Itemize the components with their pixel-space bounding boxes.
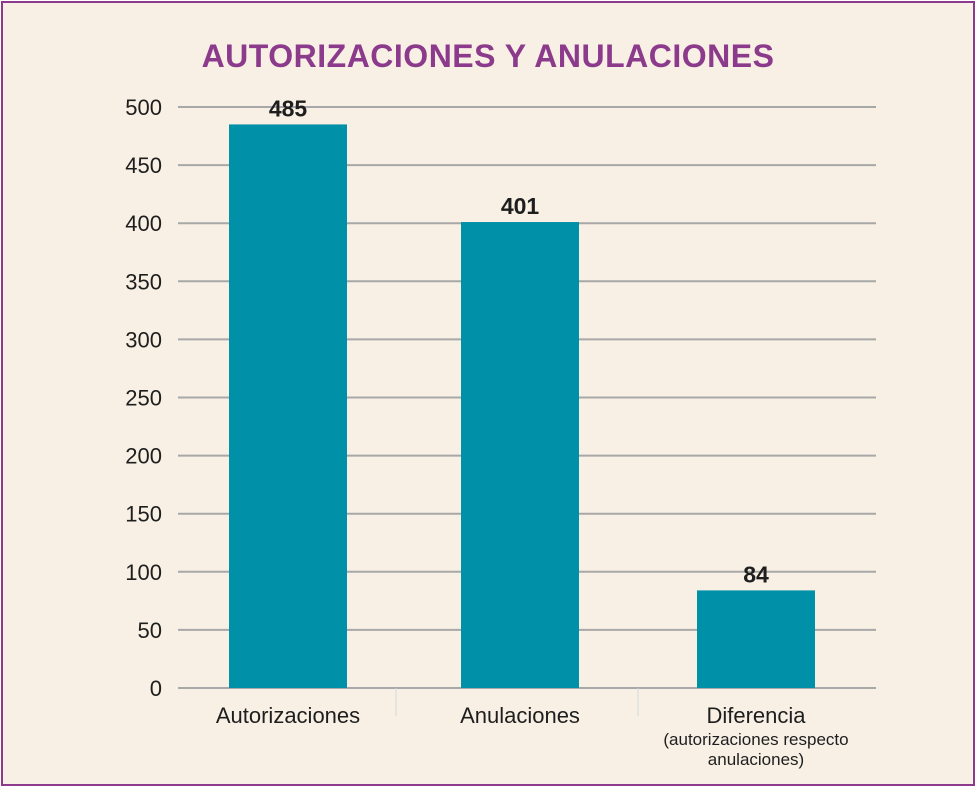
category-sublabel: anulaciones) <box>708 750 804 769</box>
y-tick-label: 250 <box>125 386 162 411</box>
y-tick-label: 500 <box>125 95 162 120</box>
data-label: 84 <box>743 561 769 587</box>
y-tick-label: 200 <box>125 444 162 469</box>
bar <box>697 590 815 688</box>
y-tick-label: 400 <box>125 211 162 236</box>
y-tick-label: 0 <box>150 676 162 701</box>
data-label: 401 <box>501 193 540 219</box>
data-labels: 485 401 84 <box>269 95 769 587</box>
y-tick-label: 50 <box>138 618 162 643</box>
category-sublabel: (autorizaciones respecto <box>663 730 848 749</box>
category-label: Autorizaciones <box>216 703 360 728</box>
bar <box>461 222 579 688</box>
bar <box>229 124 347 689</box>
category-label: Diferencia <box>706 703 806 728</box>
y-tick-label: 100 <box>125 560 162 585</box>
y-tick-label: 350 <box>125 269 162 294</box>
category-label: Anulaciones <box>460 703 580 728</box>
chart-title: AUTORIZACIONES Y ANULACIONES <box>201 38 775 74</box>
x-axis-labels: Autorizaciones Anulaciones Diferencia (auto… <box>216 703 849 769</box>
y-axis-ticks: 0 50 100 150 200 250 300 350 400 450 500 <box>125 95 162 701</box>
y-tick-label: 300 <box>125 327 162 352</box>
data-label: 485 <box>269 95 308 121</box>
bars <box>229 124 815 689</box>
y-tick-label: 450 <box>125 153 162 178</box>
y-tick-label: 150 <box>125 502 162 527</box>
